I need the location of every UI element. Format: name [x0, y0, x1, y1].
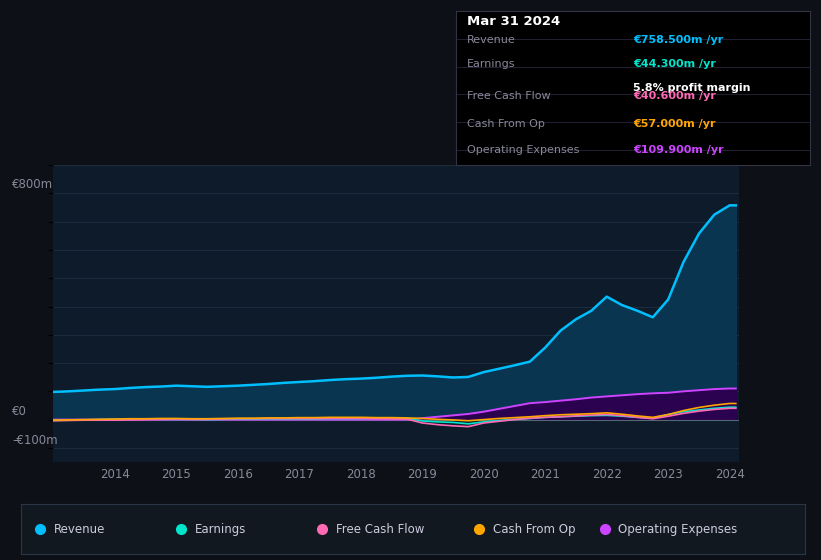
- Text: 5.8% profit margin: 5.8% profit margin: [633, 83, 750, 93]
- Text: €44.300m /yr: €44.300m /yr: [633, 59, 716, 68]
- Text: Cash From Op: Cash From Op: [493, 522, 575, 536]
- Text: Cash From Op: Cash From Op: [467, 119, 545, 129]
- Text: €758.500m /yr: €758.500m /yr: [633, 35, 723, 45]
- Text: Free Cash Flow: Free Cash Flow: [467, 91, 551, 101]
- Text: Revenue: Revenue: [467, 35, 516, 45]
- Text: €40.600m /yr: €40.600m /yr: [633, 91, 716, 101]
- Text: Operating Expenses: Operating Expenses: [467, 145, 580, 155]
- Text: €0: €0: [12, 405, 27, 418]
- Text: €57.000m /yr: €57.000m /yr: [633, 119, 715, 129]
- Text: Operating Expenses: Operating Expenses: [618, 522, 737, 536]
- Text: Revenue: Revenue: [53, 522, 105, 536]
- Text: €109.900m /yr: €109.900m /yr: [633, 145, 723, 155]
- Text: -€100m: -€100m: [12, 434, 58, 447]
- Text: €800m: €800m: [12, 178, 53, 190]
- Text: Earnings: Earnings: [195, 522, 246, 536]
- Text: Mar 31 2024: Mar 31 2024: [467, 16, 560, 29]
- Text: Earnings: Earnings: [467, 59, 516, 68]
- Text: Free Cash Flow: Free Cash Flow: [336, 522, 424, 536]
